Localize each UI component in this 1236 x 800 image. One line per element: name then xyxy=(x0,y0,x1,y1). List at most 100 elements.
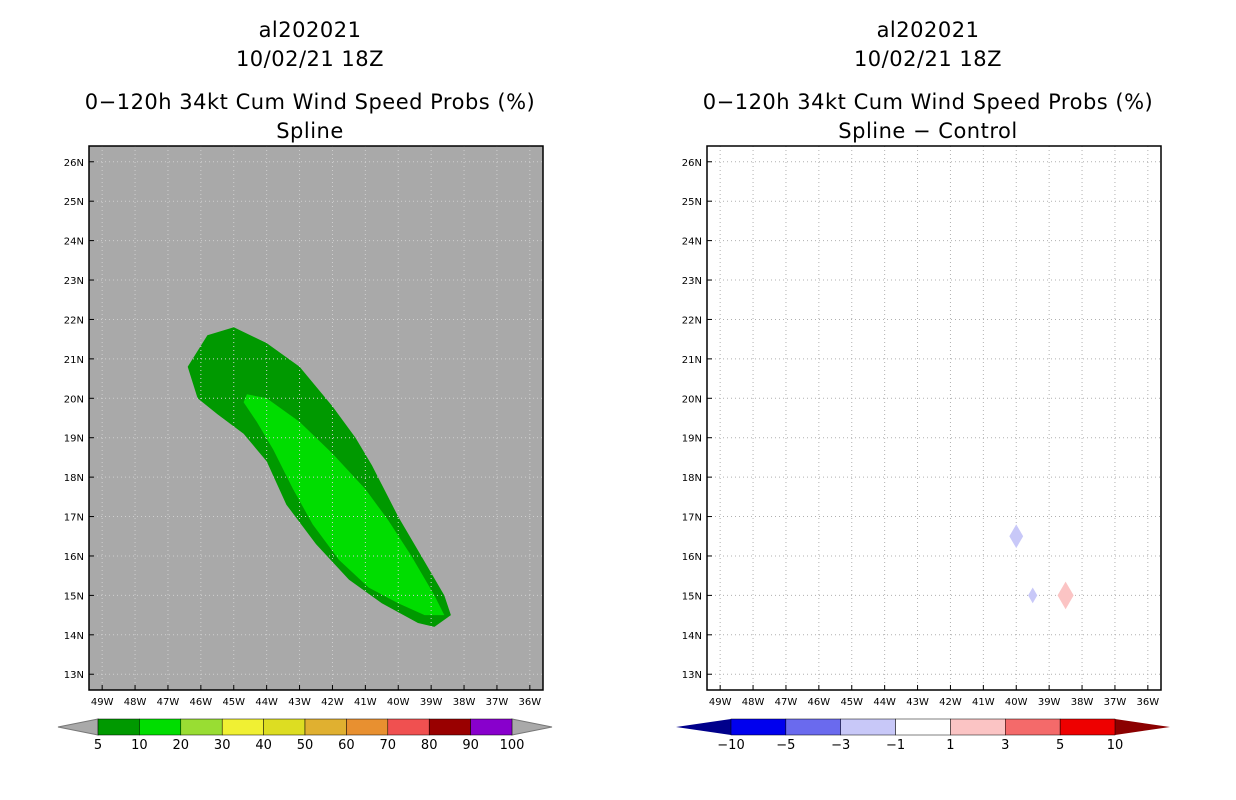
colorbar-swatch xyxy=(387,718,430,736)
y-tick-label: 16N xyxy=(64,552,84,563)
colorbar-label: 10 xyxy=(131,738,148,753)
y-tick-label: 13N xyxy=(64,670,84,681)
left-chart-title: al202021 10/02/21 18Z 0−120h 34kt Cum Wi… xyxy=(60,16,560,146)
y-tick-label: 17N xyxy=(682,513,702,524)
x-tick-label: 45W xyxy=(222,697,245,708)
colorbar-right-arrow xyxy=(511,718,553,736)
plot-frame xyxy=(88,145,544,691)
y-tick-label: 14N xyxy=(682,631,702,642)
colorbar-swatch xyxy=(840,718,896,736)
x-tick-label: 48W xyxy=(124,697,147,708)
colorbar-label: 50 xyxy=(297,738,314,753)
y-tick-label: 24N xyxy=(682,237,702,248)
x-tick-label: 42W xyxy=(321,697,344,708)
colorbar-swatch xyxy=(180,718,223,736)
colorbar-swatch xyxy=(97,718,140,736)
difference-point xyxy=(1057,581,1074,610)
colorbar-label: 1 xyxy=(946,738,954,753)
colorbar-left-arrow xyxy=(676,719,731,735)
plot-frame xyxy=(706,145,1162,691)
x-tick-label: 40W xyxy=(387,697,410,708)
x-tick-label: 39W xyxy=(420,697,443,708)
right-storm-id: al202021 xyxy=(876,18,980,42)
colorbar-label: 90 xyxy=(462,738,479,753)
colorbar-label: −1 xyxy=(886,738,905,753)
left-storm-id: al202021 xyxy=(258,18,362,42)
y-tick-label: 18N xyxy=(64,473,84,484)
y-tick-label: 26N xyxy=(64,158,84,169)
colorbar-label: 70 xyxy=(380,738,397,753)
y-tick-label: 15N xyxy=(682,591,702,602)
x-tick-label: 45W xyxy=(840,697,863,708)
colorbar-2: −10 −5 −3 −1 1 3 5 10 xyxy=(676,718,1170,753)
x-tick-label: 36W xyxy=(519,697,542,708)
difference-point xyxy=(1009,524,1024,549)
y-tick-label: 21N xyxy=(64,355,84,366)
x-tick-label: 46W xyxy=(190,697,213,708)
x-tick-label: 37W xyxy=(1104,697,1127,708)
y-tick-label: 24N xyxy=(64,237,84,248)
colorbar-label: 3 xyxy=(1001,738,1009,753)
x-tick-label: 43W xyxy=(288,697,311,708)
x-tick-label: 43W xyxy=(906,697,929,708)
colorbar-left-arrow xyxy=(57,718,99,736)
right-chart-title: al202021 10/02/21 18Z 0−120h 34kt Cum Wi… xyxy=(678,16,1178,146)
y-tick-label: 22N xyxy=(682,315,702,326)
x-tick-label: 47W xyxy=(157,697,180,708)
y-tick-label: 25N xyxy=(64,197,84,208)
y-tick-label: 23N xyxy=(682,276,702,287)
colorbar-swatch xyxy=(1059,718,1116,736)
colorbar-label: 40 xyxy=(255,738,272,753)
colorbar-swatch xyxy=(785,718,841,736)
y-tick-label: 25N xyxy=(682,197,702,208)
colorbar-swatch xyxy=(304,718,347,736)
y-tick-label: 20N xyxy=(64,394,84,405)
x-tick-label: 37W xyxy=(486,697,509,708)
x-tick-label: 49W xyxy=(91,697,114,708)
colorbar-label: 5 xyxy=(1056,738,1064,753)
x-tick-label: 48W xyxy=(742,697,765,708)
x-tick-label: 39W xyxy=(1038,697,1061,708)
y-tick-label: 26N xyxy=(682,158,702,169)
right-product-title: 0−120h 34kt Cum Wind Speed Probs (%) xyxy=(702,90,1154,114)
y-tick-label: 16N xyxy=(682,552,702,563)
y-tick-label: 19N xyxy=(682,434,702,445)
colorbar-swatch xyxy=(730,718,787,736)
colorbar-label: 10 xyxy=(1107,738,1124,753)
colorbar-swatch xyxy=(139,718,182,736)
colorbar-swatch xyxy=(221,718,264,736)
x-tick-label: 41W xyxy=(972,697,995,708)
left-subtitle: Spline xyxy=(276,119,344,143)
left-product-title: 0−120h 34kt Cum Wind Speed Probs (%) xyxy=(84,90,536,114)
colorbar-1: 5 10 20 30 40 50 60 70 80 90 100 xyxy=(57,718,553,753)
difference-point xyxy=(1028,587,1038,604)
probability-region-10-20 xyxy=(243,394,445,616)
colorbar-swatch xyxy=(895,718,951,736)
colorbar-label: 100 xyxy=(500,738,525,753)
colorbar-right-arrow xyxy=(1115,719,1170,735)
x-tick-label: 49W xyxy=(709,697,732,708)
x-tick-label: 46W xyxy=(808,697,831,708)
colorbar-label: 80 xyxy=(421,738,438,753)
plot-background xyxy=(707,146,1161,690)
y-tick-label: 15N xyxy=(64,591,84,602)
y-tick-label: 21N xyxy=(682,355,702,366)
colorbar-swatch xyxy=(428,718,471,736)
colorbar-label: −5 xyxy=(776,738,795,753)
colorbar-swatch xyxy=(346,718,389,736)
x-tick-label: 44W xyxy=(255,697,278,708)
x-tick-label: 38W xyxy=(1071,697,1094,708)
y-tick-label: 18N xyxy=(682,473,702,484)
x-tick-label: 40W xyxy=(1005,697,1028,708)
y-tick-label: 13N xyxy=(682,670,702,681)
right-subtitle: Spline − Control xyxy=(838,119,1018,143)
colorbar-swatch xyxy=(263,718,306,736)
x-tick-label: 38W xyxy=(453,697,476,708)
colorbar-label: 20 xyxy=(173,738,190,753)
x-tick-label: 44W xyxy=(873,697,896,708)
x-tick-label: 42W xyxy=(939,697,962,708)
y-tick-label: 23N xyxy=(64,276,84,287)
y-tick-label: 19N xyxy=(64,434,84,445)
colorbar-swatch xyxy=(470,718,513,736)
